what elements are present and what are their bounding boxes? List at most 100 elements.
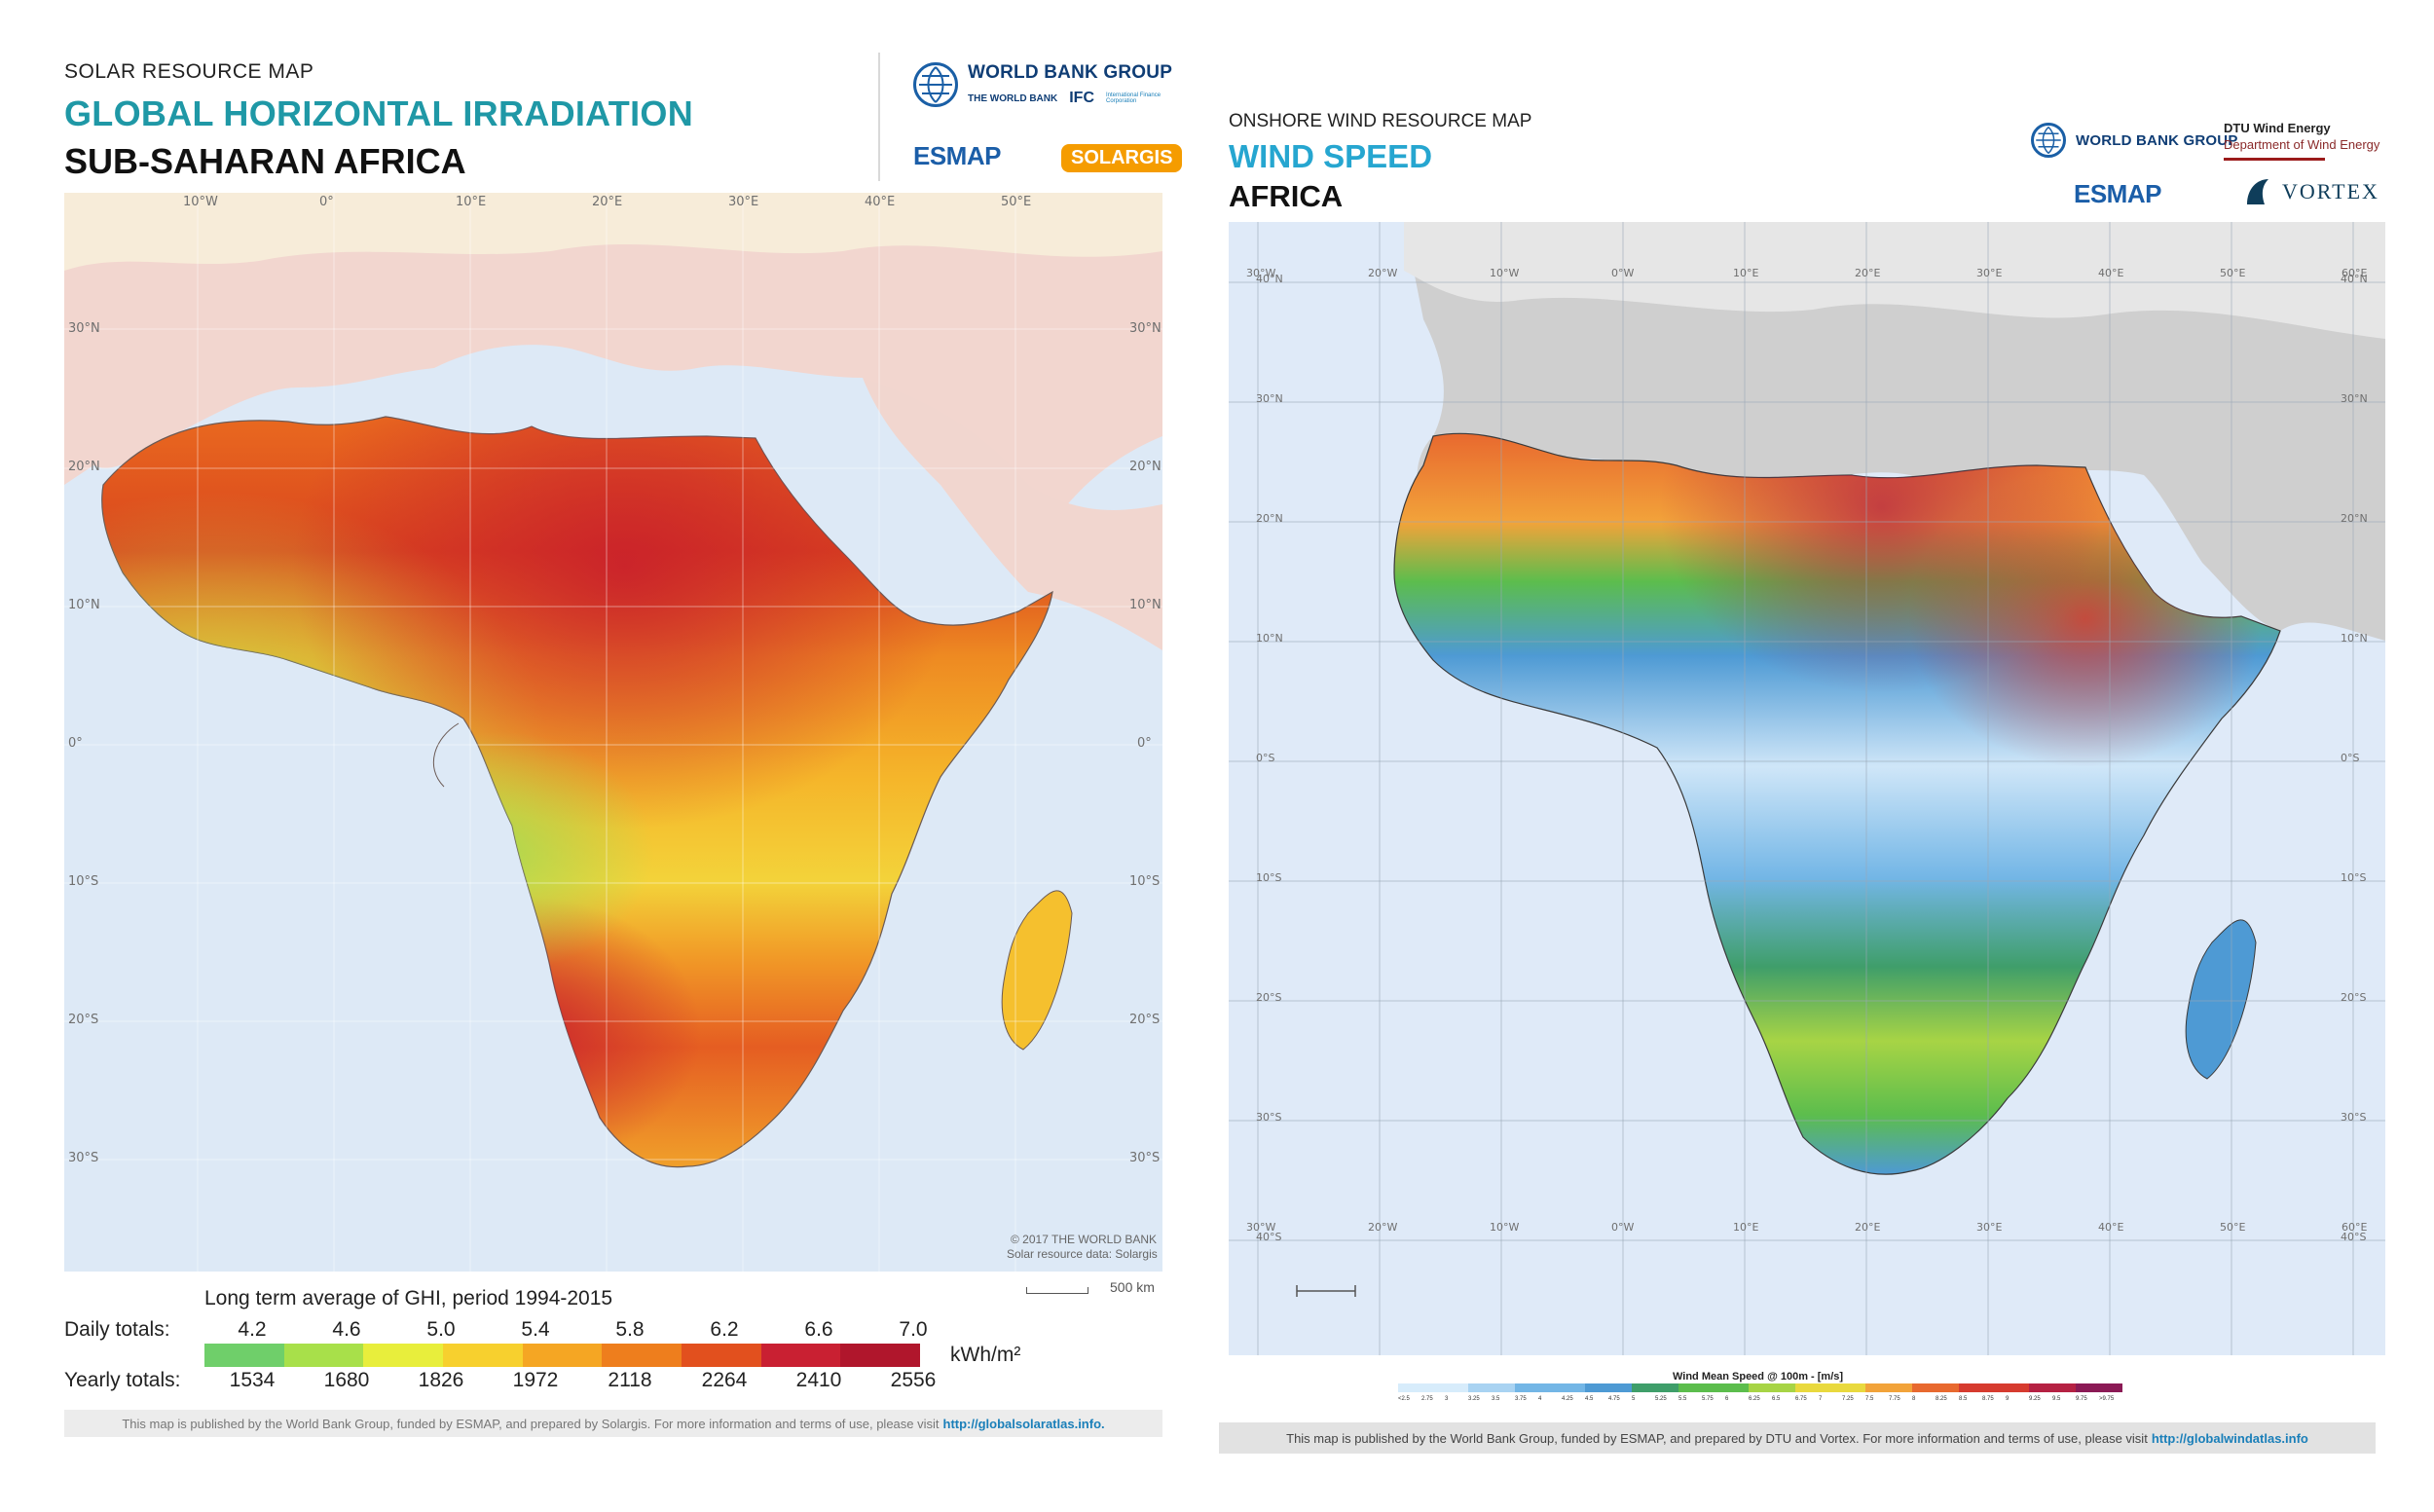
wind-esmap-logo: ESMAP bbox=[2074, 179, 2161, 208]
solar-footer-text: This map is published by the World Bank … bbox=[122, 1416, 940, 1431]
wind-colorbar-segment bbox=[2099, 1383, 2122, 1392]
solar-colorbar-segment bbox=[443, 1344, 523, 1367]
wind-legend-tick: 6 bbox=[1725, 1396, 1729, 1402]
wind-lat-label-left: 0°S bbox=[1256, 752, 1275, 764]
wind-legend-tick: 4.25 bbox=[1562, 1396, 1573, 1402]
solar-lon-label: 10°W bbox=[183, 195, 218, 209]
solar-title: GLOBAL HORIZONTAL IRRADIATION bbox=[64, 93, 693, 133]
wind-colorbar-segment bbox=[1772, 1383, 1795, 1392]
wind-lat-label-right: 0°S bbox=[2341, 752, 2360, 764]
wind-lon-label-bottom: 40°E bbox=[2098, 1221, 2124, 1234]
wind-legend-tick: 9 bbox=[2006, 1396, 2010, 1402]
wind-lat-label-left: 10°N bbox=[1256, 632, 1283, 645]
wind-lat-label-left: 10°S bbox=[1256, 871, 1282, 884]
wind-legend-tick: 8.75 bbox=[1982, 1396, 1994, 1402]
coastline-detail bbox=[432, 722, 460, 788]
madagascar-land bbox=[1001, 890, 1073, 1051]
solar-colorbar-segment bbox=[602, 1344, 682, 1367]
wind-colorbar-segment bbox=[1655, 1383, 1678, 1392]
world-bank-group-logo: WORLD BANK GROUP THE WORLD BANK IFC Inte… bbox=[913, 62, 1172, 107]
wind-legend-tick: 5.5 bbox=[1678, 1396, 1687, 1402]
congo-green bbox=[101, 417, 1053, 1167]
solar-colorbar-segment bbox=[283, 1344, 364, 1367]
daily-value: 6.2 bbox=[710, 1318, 739, 1341]
solar-colorbar-segment bbox=[760, 1344, 841, 1367]
solar-lat-label-right: 20°S bbox=[1129, 1013, 1161, 1027]
solar-colorbar-segment bbox=[363, 1344, 444, 1367]
wind-lon-label-bottom: 20°E bbox=[1855, 1221, 1881, 1234]
wind-colorbar-segment bbox=[1678, 1383, 1702, 1392]
wind-lon-label-top: 30°E bbox=[1976, 267, 2003, 279]
wind-colorbar-segment bbox=[1421, 1383, 1445, 1392]
vortex-logo: VORTEX bbox=[2243, 175, 2379, 208]
wind-colorbar-segment bbox=[1632, 1383, 1655, 1392]
wind-legend-tick: 8.5 bbox=[1959, 1396, 1968, 1402]
wind-legend-tick: 7.25 bbox=[1842, 1396, 1854, 1402]
daily-value: 5.0 bbox=[426, 1318, 456, 1341]
wind-legend-tick: 3.75 bbox=[1515, 1396, 1527, 1402]
wind-colorbar-segment bbox=[1562, 1383, 1585, 1392]
wind-lon-label-top: 20°E bbox=[1855, 267, 1881, 279]
wind-lat-label-left: 20°N bbox=[1256, 512, 1283, 525]
wind-colorbar-segment bbox=[1936, 1383, 1959, 1392]
wind-colorbar-segment bbox=[1819, 1383, 1842, 1392]
wind-colorbar-segment bbox=[2052, 1383, 2076, 1392]
wind-footer-link[interactable]: http://globalwindatlas.info bbox=[2151, 1430, 2308, 1446]
solargis-logo: SOLARGIS bbox=[1061, 144, 1183, 172]
solar-lon-label: 0° bbox=[319, 195, 334, 209]
yearly-value: 1680 bbox=[323, 1369, 370, 1391]
daily-value: 4.6 bbox=[332, 1318, 361, 1341]
wind-lon-label-top: 50°E bbox=[2220, 267, 2246, 279]
scale-label: 500 km bbox=[1110, 1279, 1155, 1295]
wind-lat-label-left: 30°S bbox=[1256, 1111, 1282, 1124]
wind-map bbox=[1229, 222, 2385, 1355]
wind-lon-label-top: 40°E bbox=[2098, 267, 2124, 279]
wind-lat-label-left: 20°S bbox=[1256, 991, 1282, 1004]
solar-credit-1: © 2017 THE WORLD BANK bbox=[1011, 1233, 1157, 1246]
solar-lat-label-left: 20°S bbox=[68, 1013, 99, 1027]
solar-colorbar-segment bbox=[204, 1344, 284, 1367]
wind-lon-label-top: 10°E bbox=[1733, 267, 1759, 279]
wind-lat-label-left: 30°N bbox=[1256, 392, 1283, 405]
wind-lat-label-right: 30°N bbox=[2341, 392, 2368, 405]
wind-colorbar-segment bbox=[2076, 1383, 2099, 1392]
header-divider bbox=[878, 53, 880, 181]
wind-title: WIND SPEED bbox=[1229, 138, 1433, 174]
dtu-logo: DTU Wind Energy Department of Wind Energ… bbox=[2224, 121, 2379, 161]
wind-legend-tick: 5.25 bbox=[1655, 1396, 1667, 1402]
solar-eyebrow: SOLAR RESOURCE MAP bbox=[64, 60, 314, 83]
wind-globe-icon bbox=[2031, 123, 2066, 158]
wind-legend-tick: 9.25 bbox=[2029, 1396, 2041, 1402]
solar-lat-label-right: 30°S bbox=[1129, 1151, 1161, 1165]
wind-legend-tick: 5 bbox=[1632, 1396, 1636, 1402]
wind-lat-label-left: 40°N bbox=[1256, 273, 1283, 285]
wind-colorbar-segment bbox=[1959, 1383, 1982, 1392]
solar-lat-label-left: 20°N bbox=[68, 460, 100, 474]
wind-legend-tick: 8 bbox=[1912, 1396, 1916, 1402]
wind-colorbar-segment bbox=[2006, 1383, 2029, 1392]
wind-lat-label-right: 20°S bbox=[2341, 991, 2367, 1004]
solar-graticule bbox=[64, 193, 1162, 1272]
yearly-value: 1826 bbox=[418, 1369, 464, 1391]
yearly-value: 2556 bbox=[890, 1369, 937, 1391]
wind-lat-label-right: 40°N bbox=[2341, 273, 2368, 285]
wbg-text: WORLD BANK GROUP bbox=[968, 62, 1173, 83]
wind-europe-land bbox=[1404, 222, 2385, 339]
wind-lon-label-bottom: 10°E bbox=[1733, 1221, 1759, 1234]
wind-colorbar-segment bbox=[1749, 1383, 1772, 1392]
solar-footer-link[interactable]: http://globalsolaratlas.info. bbox=[942, 1416, 1105, 1431]
solar-lat-label-right: 10°N bbox=[1129, 598, 1162, 612]
solar-lon-label: 10°E bbox=[456, 195, 487, 209]
wind-legend-tick: 4 bbox=[1538, 1396, 1542, 1402]
solar-lon-label: 40°E bbox=[865, 195, 896, 209]
vortex-icon bbox=[2247, 179, 2268, 204]
wind-colorbar-segment bbox=[1865, 1383, 1889, 1392]
wind-colorbar-segment bbox=[1982, 1383, 2006, 1392]
solar-lat-label-left: 10°N bbox=[68, 598, 100, 612]
yearly-value: 2118 bbox=[608, 1369, 652, 1391]
wind-colorbar-segment bbox=[1608, 1383, 1632, 1392]
wind-colorbar-segment bbox=[1795, 1383, 1819, 1392]
wind-colorbar-segment bbox=[1515, 1383, 1538, 1392]
wind-lat-label-right: 10°N bbox=[2341, 632, 2368, 645]
wind-footer: This map is published by the World Bank … bbox=[1219, 1422, 2376, 1454]
